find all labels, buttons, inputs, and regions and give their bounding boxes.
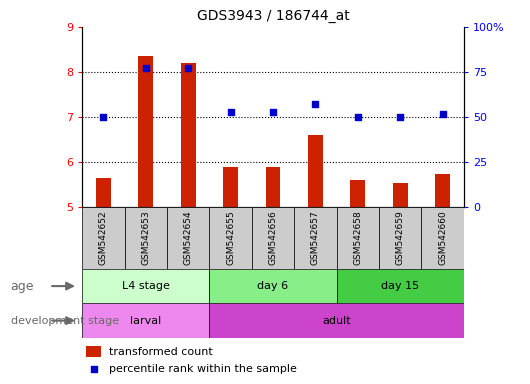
Point (438, 111, 447, 117)
Bar (138, 56, 153, 207)
Bar (82, 207, 125, 269)
Text: GSM542653: GSM542653 (142, 211, 150, 265)
Bar (209, 269, 337, 303)
Point (90, 366, 98, 372)
Point (269, 109, 277, 115)
Bar (96, 178, 111, 207)
Bar (82, 303, 209, 338)
Bar (252, 207, 294, 269)
Bar (167, 207, 209, 269)
Bar (294, 207, 337, 269)
Bar (209, 207, 252, 269)
Bar (337, 207, 379, 269)
Text: development stage: development stage (11, 316, 119, 326)
Point (142, 65, 150, 71)
Text: day 15: day 15 (381, 281, 419, 291)
Point (311, 101, 320, 108)
Text: GSM542660: GSM542660 (438, 211, 447, 265)
Bar (209, 303, 464, 338)
Bar (337, 269, 464, 303)
Text: GSM542658: GSM542658 (354, 211, 362, 265)
Point (396, 114, 404, 120)
Bar (125, 207, 167, 269)
Bar (266, 167, 280, 207)
Text: GSM542656: GSM542656 (269, 211, 277, 265)
Text: GSM542655: GSM542655 (226, 211, 235, 265)
Text: L4 stage: L4 stage (122, 281, 170, 291)
Text: adult: adult (322, 316, 351, 326)
Bar (86, 346, 101, 357)
Text: day 6: day 6 (258, 281, 288, 291)
Point (99, 114, 108, 120)
Point (226, 109, 235, 115)
Text: age: age (11, 280, 34, 293)
Bar (393, 182, 408, 207)
Bar (421, 207, 464, 269)
Point (354, 114, 362, 120)
Text: GSM542654: GSM542654 (184, 211, 192, 265)
Text: larval: larval (130, 316, 161, 326)
Bar (435, 174, 450, 207)
Point (184, 65, 192, 71)
Text: GSM542659: GSM542659 (396, 211, 404, 265)
Bar (379, 207, 421, 269)
Title: GDS3943 / 186744_at: GDS3943 / 186744_at (197, 9, 349, 23)
Bar (82, 269, 209, 303)
Bar (308, 135, 323, 207)
Text: percentile rank within the sample: percentile rank within the sample (109, 364, 297, 374)
Text: GSM542657: GSM542657 (311, 211, 320, 265)
Text: transformed count: transformed count (109, 347, 213, 357)
Text: GSM542652: GSM542652 (99, 211, 108, 265)
Bar (223, 167, 238, 207)
Bar (181, 63, 196, 207)
Bar (350, 180, 365, 207)
